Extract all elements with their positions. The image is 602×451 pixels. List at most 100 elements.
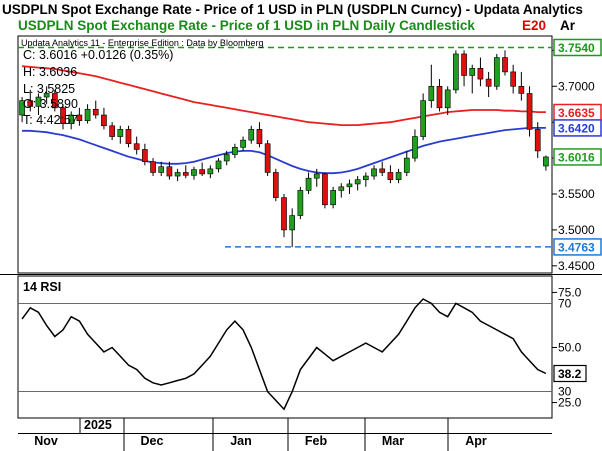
rsi-ytick-label: 25.0 [558,396,582,410]
candle-body [215,160,222,170]
info-line: Updata Analytics 11 - Enterprise Edition… [21,38,263,48]
candle-body [272,172,279,198]
value-box-label: 3.6420 [558,121,595,135]
candle-body [191,169,197,176]
candle-body [403,157,410,173]
candle-body [248,129,255,141]
value-box-3.7540: 3.7540 [553,38,602,57]
price-ytick-label: 3.7000 [558,79,595,93]
tag-ar: Ar [560,18,576,33]
candle-body [19,100,25,116]
candle-body [223,154,230,162]
info-high: H: 3.6036 [23,65,77,79]
rsi-last-box [553,364,587,383]
ma-red-line [22,65,546,126]
price-layer: 3.45003.50003.55003.60003.65003.70003.75… [18,38,602,273]
candle-body [387,172,394,180]
candle-body [346,183,353,188]
candle-body [371,168,377,177]
rsi-guide-label: 70 [558,296,572,310]
candle-body [256,129,263,145]
value-box-3.6635: 3.6635 [553,103,602,122]
candle-body [199,169,205,175]
candle-body [428,85,435,101]
x-axis: Nov Dec Jan Feb Mar Apr 2025 [34,418,487,451]
candle-body [420,100,426,137]
value-box-frame [553,119,602,137]
candle-body [174,172,181,177]
candle-body [297,190,304,216]
tag-bg [520,17,554,34]
value-box-3.6016: 3.6016 [553,148,602,166]
value-box-label: 3.6016 [558,150,595,164]
info-open: O: 3.5890 [23,97,78,111]
candle-body [469,68,476,76]
price-ytick-label: 3.5000 [558,223,595,237]
value-box-frame [553,238,602,256]
candle-body [477,68,484,80]
candle-body [330,190,336,206]
candle-body [510,71,517,87]
candle-body [182,172,189,176]
candle-body [101,114,107,127]
candle-body [109,125,115,137]
candle-body [493,57,500,87]
candle-body [117,129,124,137]
x-month-label: Dec [141,434,164,448]
candle-body [76,114,83,122]
value-box-3.6420: 3.6420 [553,119,602,137]
value-box-label: 3.6635 [558,106,595,120]
candle-body [240,139,246,148]
x-month-label: Jan [230,434,252,448]
info-close: C: 3.6016 +0.0126 (0.35%) [23,48,173,62]
rsi-ytick-label: 75.0 [558,285,582,299]
candle-body [518,85,525,94]
ma-blue-line [22,127,546,175]
candle-body [485,78,492,87]
candle-body [281,197,287,231]
candle-body [232,147,238,155]
candle-body [68,114,75,124]
rsi-last-label: 38.2 [558,367,582,381]
candle-body [534,129,541,152]
candle-body [35,96,42,107]
candle-body [84,108,91,122]
info-low: L: 3.5825 [23,82,75,96]
candle-body [289,215,296,231]
x-year-label: 2025 [84,418,112,432]
candle-body [363,175,369,180]
value-box-3.4763: 3.4763 [553,238,602,256]
rsi-panel-frame [17,275,553,419]
price-panel-frame [17,35,553,274]
tag-e20: E20 [522,18,546,33]
x-month-label: Nov [34,434,58,448]
value-box-label: 3.4763 [558,240,595,254]
candle-body [354,179,361,185]
rsi-line [21,298,547,411]
candle-body [502,57,508,73]
candle-body [133,143,140,150]
candle-body [379,168,386,173]
candle-body [43,93,50,98]
candle-body [322,173,328,206]
candle-body [543,156,549,167]
candle-body [207,168,214,175]
candle-body [313,173,320,179]
value-box-frame [553,38,602,57]
candle-body [305,177,312,191]
rsi-guide-label: 30 [558,385,572,399]
candle-body [51,93,58,109]
candle-body [395,172,402,180]
candle-body [526,93,533,130]
candle-body [60,107,66,124]
chart-title: USDPLN Spot Exchange Rate - Price of 1 U… [2,2,583,17]
info-time: T: 4:42:57 [23,113,78,127]
candle-body [444,89,451,109]
candle-body [27,100,34,107]
x-month-label: Feb [305,434,328,448]
candle-body [150,161,156,173]
candle-body [158,166,165,173]
